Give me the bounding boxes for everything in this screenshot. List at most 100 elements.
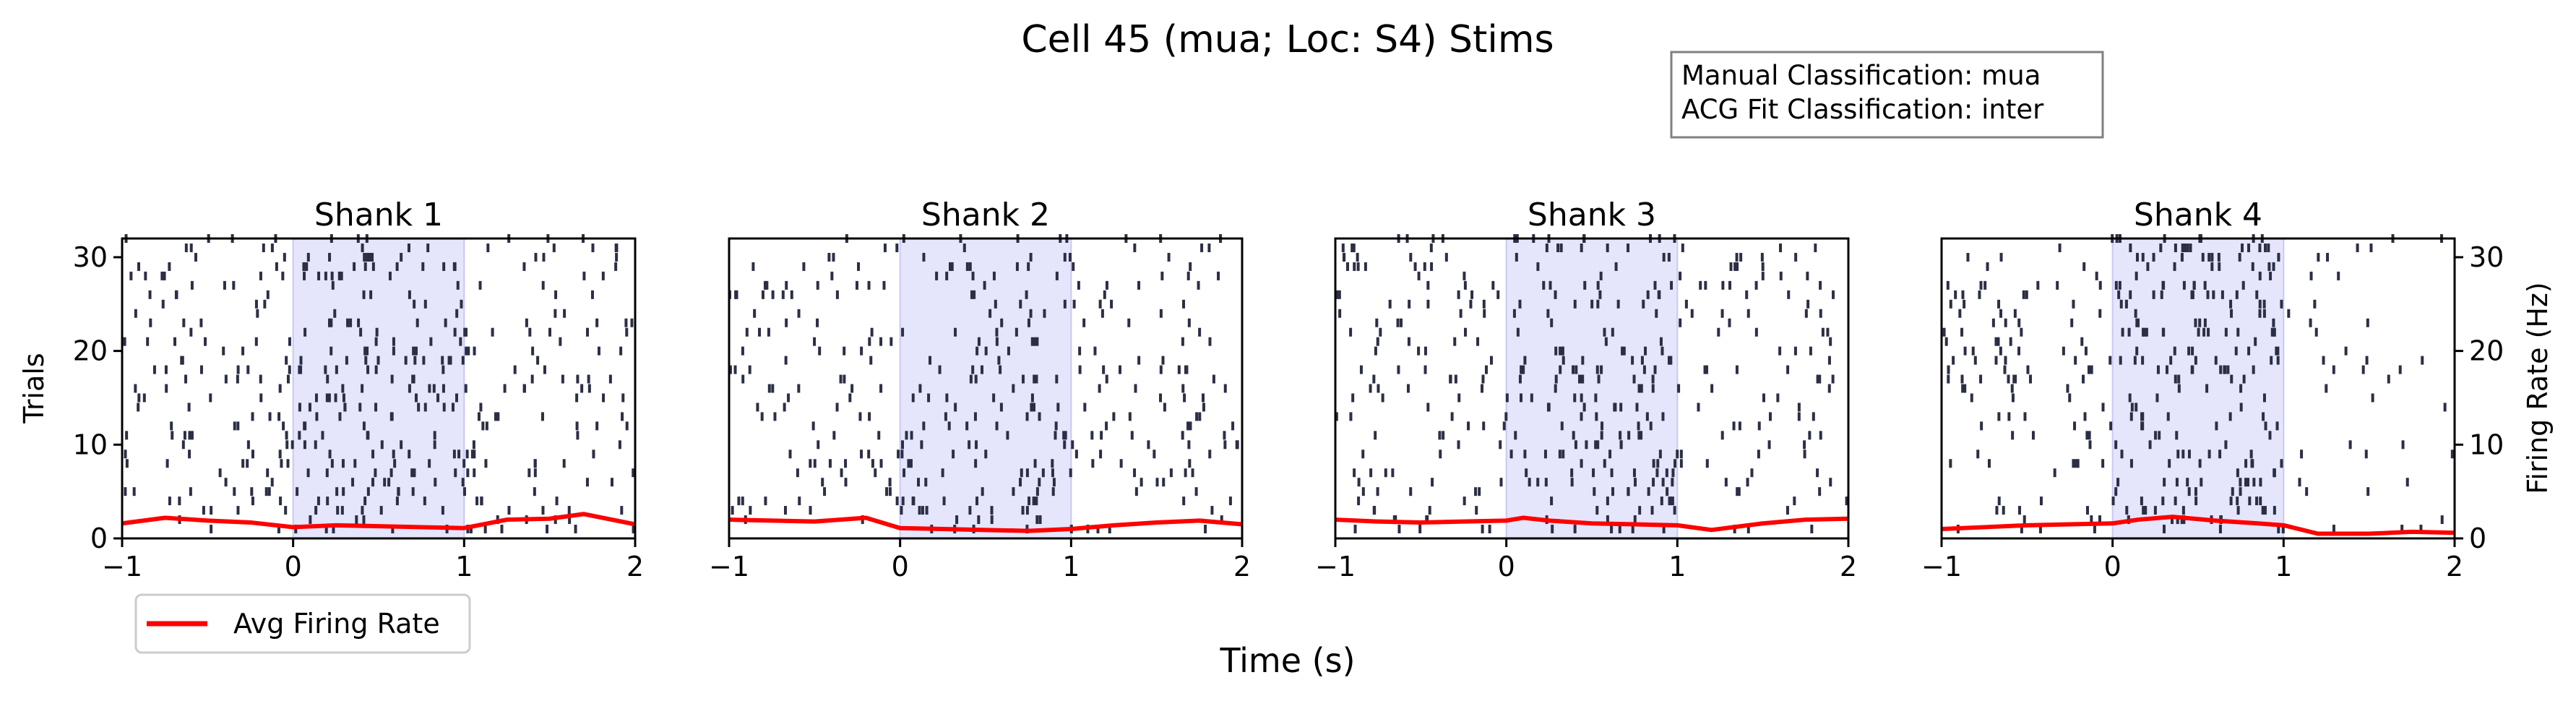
spike-tick [478,280,482,290]
spike-tick [1083,403,1087,412]
spike-tick [2236,468,2239,478]
spike-tick [1793,346,1797,356]
spike-tick [491,327,494,337]
spike-tick [548,327,551,337]
spike-tick [1640,356,1644,365]
spike-tick [756,403,759,412]
spike-tick [2269,271,2273,280]
x-tick-label: 0 [1498,551,1515,582]
spike-tick [2300,450,2304,459]
spike-tick [2401,440,2405,450]
spike-tick [202,506,205,515]
spike-tick [1997,496,2001,506]
spike-tick [1610,468,1614,478]
spike-tick [496,412,500,421]
spike-tick [449,356,452,365]
spike-tick [2108,356,2112,365]
spike-tick [2011,431,2015,440]
spike-tick [1601,421,1604,431]
spike-tick [1596,280,1600,290]
spike-tick [990,515,994,525]
spike-tick [2038,525,2042,534]
spike-tick [816,280,819,290]
spike-tick [1746,478,1749,487]
classification-info-box: Manual Classification: mua ACG Fit Class… [1670,51,2104,139]
spike-tick [938,365,942,374]
spike-tick [999,365,1002,374]
spike-tick [345,356,348,365]
spike-tick [1631,356,1634,365]
spike-tick [1056,403,1060,412]
spike-tick [999,403,1003,412]
spike-tick [1793,496,1796,506]
spike-tick [1231,421,1235,431]
spike-tick [1159,393,1163,403]
spike-tick [390,412,394,421]
spike-tick [2371,393,2374,403]
spike-tick [1021,506,1025,515]
spike-tick [484,459,488,468]
spike-tick [2236,496,2239,506]
spike-tick [827,252,831,262]
spike-tick [1133,243,1137,252]
spike-tick [2124,299,2128,309]
spike-tick [2073,421,2077,431]
spike-tick [1949,299,1952,309]
spike-tick [1946,280,1950,290]
spike-tick [334,393,337,403]
spike-tick [1659,337,1663,346]
spike-tick [2314,327,2318,337]
spike-tick [877,431,881,440]
spike-tick [1189,262,1192,271]
spike-tick [1757,450,1760,459]
spike-tick [335,365,338,374]
figure-title: Cell 45 (mua; Loc: S4) Stims [1021,18,1554,61]
spike-tick [553,309,557,318]
spike-tick [587,374,590,384]
spike-tick [910,431,913,440]
spike-tick [303,327,307,337]
spike-tick [1550,318,1554,327]
spike-tick [441,365,445,374]
spike-tick [1078,365,1082,374]
spike-tick [1966,252,1970,262]
spike-tick [464,384,468,393]
spike-tick [533,468,537,478]
spike-tick [1821,327,1825,337]
spike-tick [306,252,310,262]
spike-tick [513,365,517,374]
spike-tick [983,280,986,290]
spike-tick [767,384,771,393]
spike-tick [1515,252,1518,262]
spike-tick [1554,346,1558,356]
spike-tick [749,506,752,515]
spike-tick [1374,431,1377,440]
spike-tick [137,393,141,403]
spike-tick [2234,346,2238,356]
spike-tick [1430,262,1434,271]
spike-tick [1147,440,1150,450]
spike-tick [152,365,156,374]
spike-tick [2098,515,2101,525]
spike-tick [2187,450,2191,459]
spike-tick [1655,309,1658,318]
spike-tick [2125,506,2129,515]
spike-tick [2258,309,2262,318]
spike-tick [625,421,629,431]
spike-tick [1746,525,1750,534]
spike-tick [342,487,345,496]
spike-tick [254,299,258,309]
spike-tick [860,450,863,459]
spike-tick [1140,478,1143,487]
spike-tick [1220,515,1223,525]
spike-tick [1551,525,1554,534]
spike-tick [965,421,969,431]
spike-tick [1652,478,1655,487]
spike-tick [303,421,307,431]
spike-tick [1197,280,1200,290]
spike-tick [1543,450,1547,459]
spike-tick [1671,468,1675,478]
spike-tick [2364,450,2368,459]
spike-tick [783,506,787,515]
spike-tick [1979,280,1983,290]
